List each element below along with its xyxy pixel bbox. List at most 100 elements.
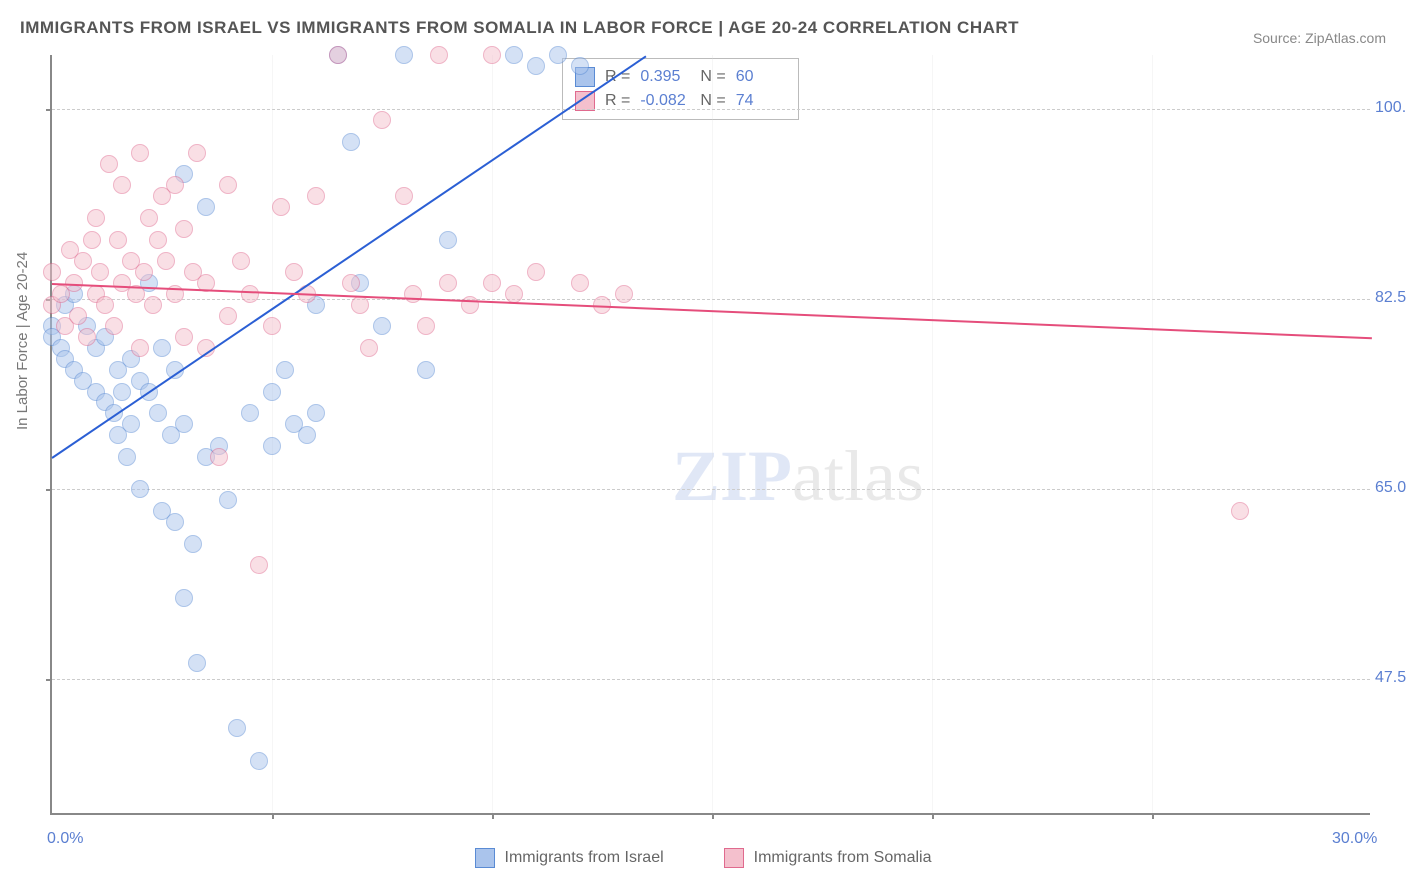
legend-row: R =0.395N =60 (575, 65, 786, 89)
data-point (360, 339, 378, 357)
data-point (219, 307, 237, 325)
data-point (197, 198, 215, 216)
data-point (175, 415, 193, 433)
data-point (439, 231, 457, 249)
data-point (157, 252, 175, 270)
data-point (483, 46, 501, 64)
data-point (175, 220, 193, 238)
n-label: N = (700, 65, 725, 89)
y-tick-label: 82.5% (1375, 289, 1406, 307)
watermark: ZIPatlas (672, 435, 924, 518)
data-point (188, 654, 206, 672)
data-point (122, 415, 140, 433)
data-point (241, 404, 259, 422)
data-point (373, 111, 391, 129)
x-tick-label: 30.0% (1332, 830, 1377, 848)
trend-line (51, 55, 646, 458)
gridline-h (52, 679, 1370, 680)
data-point (483, 274, 501, 292)
x-tick-label: 0.0% (47, 830, 83, 848)
data-point (250, 556, 268, 574)
data-point (175, 589, 193, 607)
data-point (188, 144, 206, 162)
data-point (527, 263, 545, 281)
data-point (109, 231, 127, 249)
data-point (461, 296, 479, 314)
data-point (395, 187, 413, 205)
data-point (43, 263, 61, 281)
gridline-h (52, 109, 1370, 110)
data-point (113, 176, 131, 194)
data-point (100, 155, 118, 173)
data-point (373, 317, 391, 335)
n-value: 60 (736, 65, 786, 89)
data-point (91, 263, 109, 281)
data-point (263, 383, 281, 401)
data-point (87, 209, 105, 227)
data-point (342, 133, 360, 151)
data-point (131, 144, 149, 162)
data-point (439, 274, 457, 292)
data-point (228, 719, 246, 737)
data-point (505, 46, 523, 64)
y-tick-label: 65.0% (1375, 479, 1406, 497)
r-value: 0.395 (640, 65, 690, 89)
data-point (263, 437, 281, 455)
data-point (219, 176, 237, 194)
legend-swatch (475, 848, 495, 868)
data-point (153, 339, 171, 357)
data-point (285, 263, 303, 281)
data-point (417, 361, 435, 379)
data-point (272, 198, 290, 216)
data-point (184, 535, 202, 553)
data-point (144, 296, 162, 314)
data-point (175, 328, 193, 346)
data-point (342, 274, 360, 292)
chart-title: IMMIGRANTS FROM ISRAEL VS IMMIGRANTS FRO… (20, 18, 1019, 38)
y-tick-label: 47.5% (1375, 669, 1406, 687)
data-point (404, 285, 422, 303)
legend-label: Immigrants from Somalia (754, 849, 932, 867)
data-point (250, 752, 268, 770)
data-point (232, 252, 250, 270)
data-point (149, 404, 167, 422)
data-point (307, 404, 325, 422)
data-point (135, 263, 153, 281)
data-point (166, 176, 184, 194)
data-point (166, 513, 184, 531)
data-point (241, 285, 259, 303)
legend-item: Immigrants from Israel (475, 848, 664, 868)
data-point (276, 361, 294, 379)
data-point (263, 317, 281, 335)
data-point (74, 252, 92, 270)
y-tick-label: 100.0% (1375, 99, 1406, 117)
data-point (527, 57, 545, 75)
data-point (571, 57, 589, 75)
legend-label: Immigrants from Israel (505, 849, 664, 867)
scatter-chart: R =0.395N =60R =-0.082N =74 ZIPatlas 47.… (50, 55, 1370, 815)
gridline-h (52, 489, 1370, 490)
data-point (571, 274, 589, 292)
data-point (96, 296, 114, 314)
data-point (83, 231, 101, 249)
data-point (210, 448, 228, 466)
source-attribution: Source: ZipAtlas.com (1253, 30, 1386, 46)
series-legend: Immigrants from Israel Immigrants from So… (0, 848, 1406, 868)
data-point (615, 285, 633, 303)
data-point (131, 339, 149, 357)
data-point (105, 317, 123, 335)
data-point (307, 187, 325, 205)
data-point (329, 46, 347, 64)
y-axis-label: In Labor Force | Age 20-24 (14, 252, 31, 430)
legend-swatch (724, 848, 744, 868)
data-point (140, 209, 158, 227)
data-point (298, 426, 316, 444)
data-point (69, 307, 87, 325)
data-point (131, 480, 149, 498)
data-point (417, 317, 435, 335)
data-point (1231, 502, 1249, 520)
data-point (219, 491, 237, 509)
legend-item: Immigrants from Somalia (724, 848, 932, 868)
data-point (395, 46, 413, 64)
data-point (549, 46, 567, 64)
